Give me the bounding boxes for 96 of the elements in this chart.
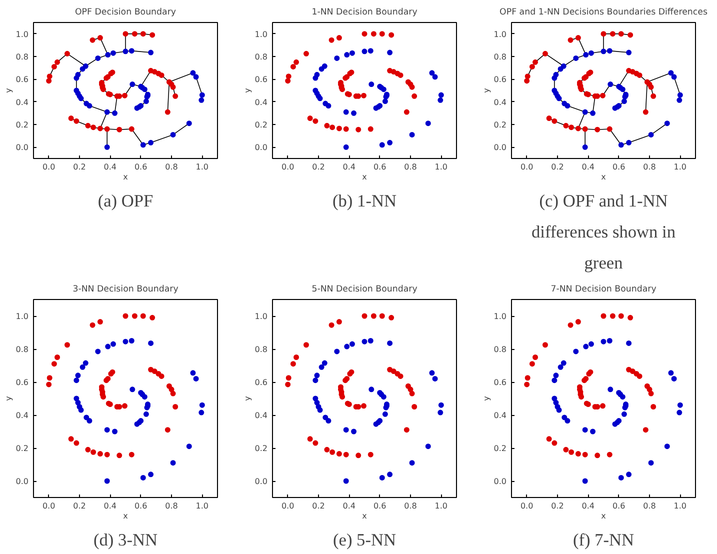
text: (b) 1-NN (332, 192, 397, 210)
y-tick-label: 0.6 (254, 75, 268, 84)
x-tick-label: 0.0 (42, 502, 56, 510)
y-tick-label: 0.2 (16, 444, 29, 453)
x-tick-label: 0.2 (73, 162, 86, 172)
y-tick-label: 0.4 (494, 98, 507, 107)
y-tick-label: 0.4 (494, 411, 507, 420)
x-tick-label: 0.8 (404, 502, 417, 510)
x-tick-label: 0.4 (342, 162, 356, 172)
chart-title: 1-NN Decision Boundary (312, 8, 418, 18)
chart-title: OPF and 1-NN Decisions Boundaries Differences (500, 8, 708, 18)
x-axis-title: x (362, 172, 368, 182)
y-tick-label: 0.8 (494, 52, 507, 62)
x-tick-label: 0.0 (42, 162, 56, 172)
x-tick-label: 0.8 (165, 502, 178, 510)
x-tick-label: 0.6 (373, 162, 386, 172)
y-axis-title: y (4, 396, 13, 401)
text: (f) 7-NN (572, 530, 635, 550)
y-tick-label: 0.2 (254, 120, 268, 130)
x-tick-label: 1.0 (196, 162, 209, 172)
x-tick-label: 1.0 (434, 502, 448, 510)
x-tick-label: 0.0 (520, 502, 534, 510)
x-tick-label: 0.2 (312, 502, 325, 510)
y-axis-title: y (4, 88, 13, 93)
y-tick-label: 1.0 (494, 30, 507, 39)
x-tick-label: 1.0 (434, 162, 448, 172)
y-tick-label: 0.4 (254, 411, 268, 420)
y-tick-label: 0.0 (16, 477, 29, 486)
y-tick-label: 0.8 (254, 345, 268, 354)
y-tick-label: 0.0 (254, 477, 268, 486)
x-tick-label: 0.6 (134, 502, 148, 510)
x-tick-label: 0.6 (612, 502, 626, 510)
y-tick-label: 0.2 (494, 444, 507, 453)
y-tick-label: 0.2 (494, 120, 507, 130)
x-tick-label: 0.4 (104, 502, 117, 510)
x-tick-label: 0.8 (404, 162, 417, 172)
y-tick-label: 0.0 (254, 143, 268, 152)
x-tick-label: 0.0 (281, 502, 294, 510)
y-tick-label: 0.4 (16, 98, 29, 107)
y-tick-label: 0.6 (16, 75, 29, 84)
x-axis-title: x (123, 512, 128, 520)
y-tick-label: 0.6 (16, 378, 29, 387)
y-tick-label: 1.0 (16, 312, 29, 321)
chart-title: 7-NN Decision Boundary (550, 284, 656, 294)
x-tick-label: 1.0 (674, 162, 687, 172)
y-tick-label: 0.0 (16, 143, 29, 152)
y-tick-label: 0.4 (16, 411, 29, 420)
x-axis-title: x (601, 172, 606, 182)
text: (c) OPF and 1-NN differences shown in green (531, 192, 676, 272)
text: (d) 3-NN (94, 530, 158, 550)
text: (a) OPF (98, 192, 154, 210)
x-axis-title: x (362, 512, 368, 520)
y-tick-label: 1.0 (16, 30, 29, 39)
y-tick-label: 0.0 (494, 477, 507, 486)
y-tick-label: 0.2 (16, 120, 29, 130)
y-tick-label: 0.8 (494, 345, 507, 354)
y-tick-label: 0.6 (494, 75, 507, 84)
y-tick-label: 0.8 (16, 52, 29, 62)
y-tick-label: 0.6 (254, 378, 268, 387)
y-tick-label: 0.2 (254, 444, 268, 453)
x-tick-label: 0.6 (134, 162, 148, 172)
x-tick-label: 0.0 (520, 162, 534, 172)
x-tick-label: 0.8 (643, 502, 656, 510)
x-tick-label: 0.6 (612, 162, 626, 172)
y-tick-label: 1.0 (254, 30, 268, 39)
x-tick-label: 1.0 (674, 502, 687, 510)
x-tick-label: 1.0 (196, 502, 209, 510)
x-tick-label: 0.0 (281, 162, 294, 172)
y-axis-title: y (242, 88, 252, 93)
y-tick-label: 0.4 (254, 98, 268, 107)
y-axis-title: y (242, 396, 252, 401)
x-axis-title: x (601, 512, 606, 520)
x-tick-label: 0.4 (342, 502, 356, 510)
y-tick-label: 0.0 (494, 143, 507, 152)
x-tick-label: 0.8 (165, 162, 178, 172)
x-axis-title: x (123, 172, 128, 182)
x-tick-label: 0.2 (551, 502, 564, 510)
y-tick-label: 0.8 (254, 52, 268, 62)
y-axis-title: y (482, 396, 491, 401)
chart-title: 5-NN Decision Boundary (312, 284, 418, 294)
x-tick-label: 0.2 (73, 502, 86, 510)
y-tick-label: 1.0 (494, 312, 507, 321)
y-tick-label: 0.6 (494, 378, 507, 387)
x-tick-label: 0.4 (582, 502, 595, 510)
x-tick-label: 0.4 (582, 162, 595, 172)
chart-title: 3-NN Decision Boundary (72, 284, 178, 294)
x-tick-label: 0.2 (551, 162, 564, 172)
y-axis-title: y (482, 88, 491, 93)
x-tick-label: 0.8 (643, 162, 656, 172)
x-tick-label: 0.2 (312, 162, 325, 172)
y-tick-label: 1.0 (254, 312, 268, 321)
chart-title: OPF Decision Boundary (74, 8, 176, 18)
text: (e) 5-NN (332, 530, 396, 550)
x-tick-label: 0.6 (373, 502, 386, 510)
x-tick-label: 0.4 (104, 162, 117, 172)
y-tick-label: 0.8 (16, 345, 29, 354)
